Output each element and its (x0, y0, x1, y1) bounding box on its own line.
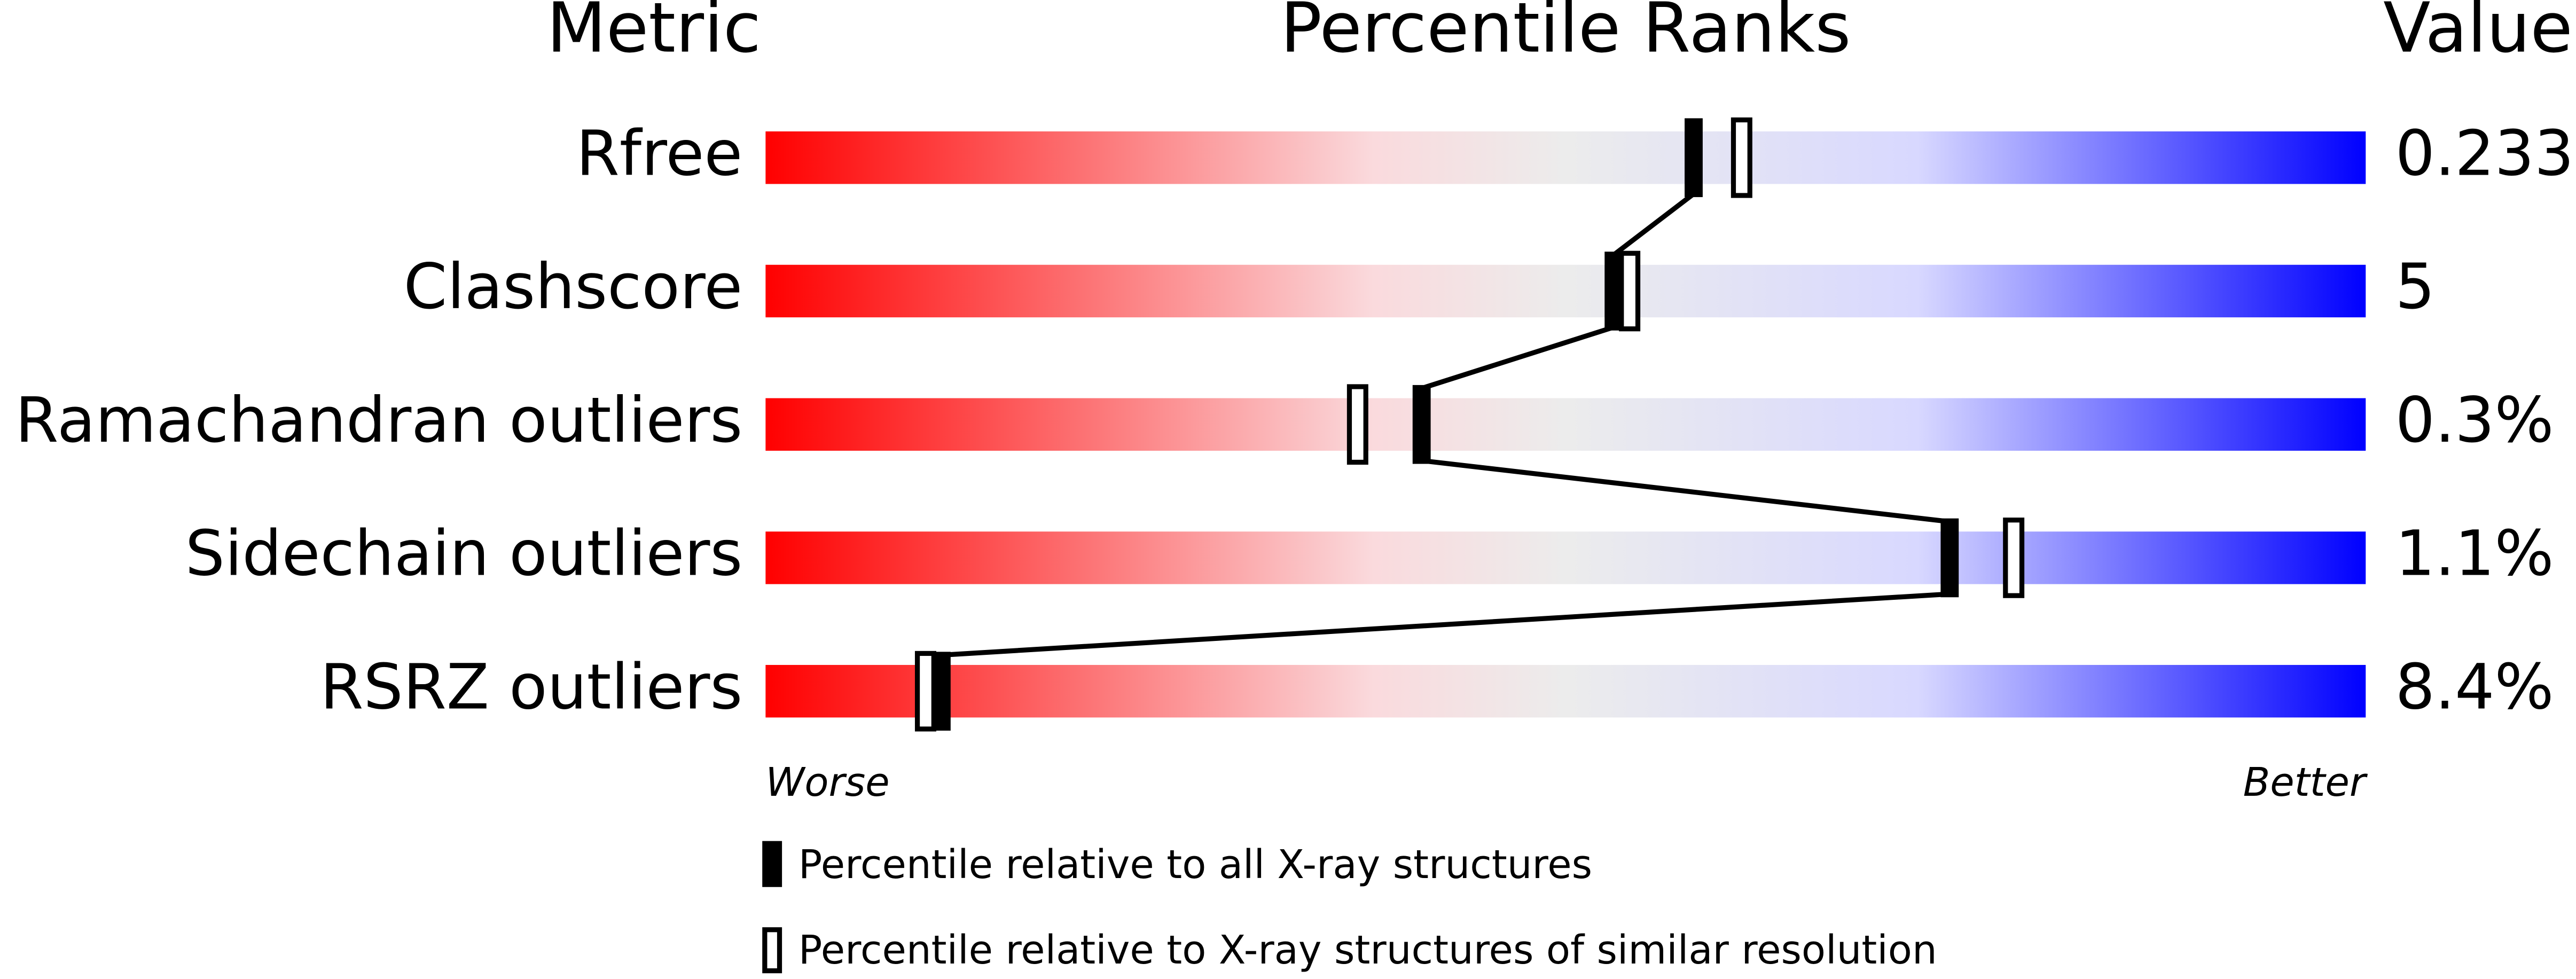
percentile-bar (765, 264, 2366, 318)
metric-header: Metric (546, 0, 761, 68)
all-structures-marker (932, 652, 951, 731)
metric-value: 8.4% (2395, 651, 2554, 723)
metric-label: Rfree (576, 117, 743, 190)
metric-label: Ramachandran outliers (15, 384, 742, 457)
metric-label: Sidechain outliers (185, 518, 743, 590)
worse-label: Worse (765, 759, 889, 805)
metric-value: 1.1% (2395, 518, 2554, 590)
all-structures-marker (1685, 118, 1703, 198)
similar-resolution-marker (1346, 384, 1368, 465)
metric-value: 0.3% (2395, 384, 2554, 457)
metric-value: 5 (2395, 250, 2435, 323)
ranks-header: Percentile Ranks (1280, 0, 1851, 68)
similar-resolution-marker (2003, 518, 2025, 598)
similar-resolution-marker (1731, 117, 1752, 198)
percentile-bar (765, 664, 2366, 718)
better-label: Better (2243, 759, 2368, 805)
percentile-bar (765, 398, 2366, 451)
percentile-bar (765, 131, 2366, 184)
value-header: Value (2383, 0, 2573, 68)
similar-resolution-marker (1619, 250, 1641, 332)
legend-swatch (762, 841, 782, 887)
metric-label: RSRZ outliers (320, 651, 742, 723)
all-structures-marker (1412, 385, 1431, 464)
metric-value: 0.233 (2395, 117, 2574, 190)
all-structures-marker (1940, 518, 1959, 598)
legend-swatch (762, 927, 782, 974)
all-structures-marker (1604, 252, 1623, 331)
similar-resolution-marker (914, 651, 936, 732)
legend-label: Percentile relative to X-ray structures … (798, 927, 1937, 973)
percentile-bar (765, 531, 2366, 584)
metric-label: Clashscore (404, 250, 743, 323)
legend-label: Percentile relative to all X-ray structu… (798, 842, 1592, 888)
